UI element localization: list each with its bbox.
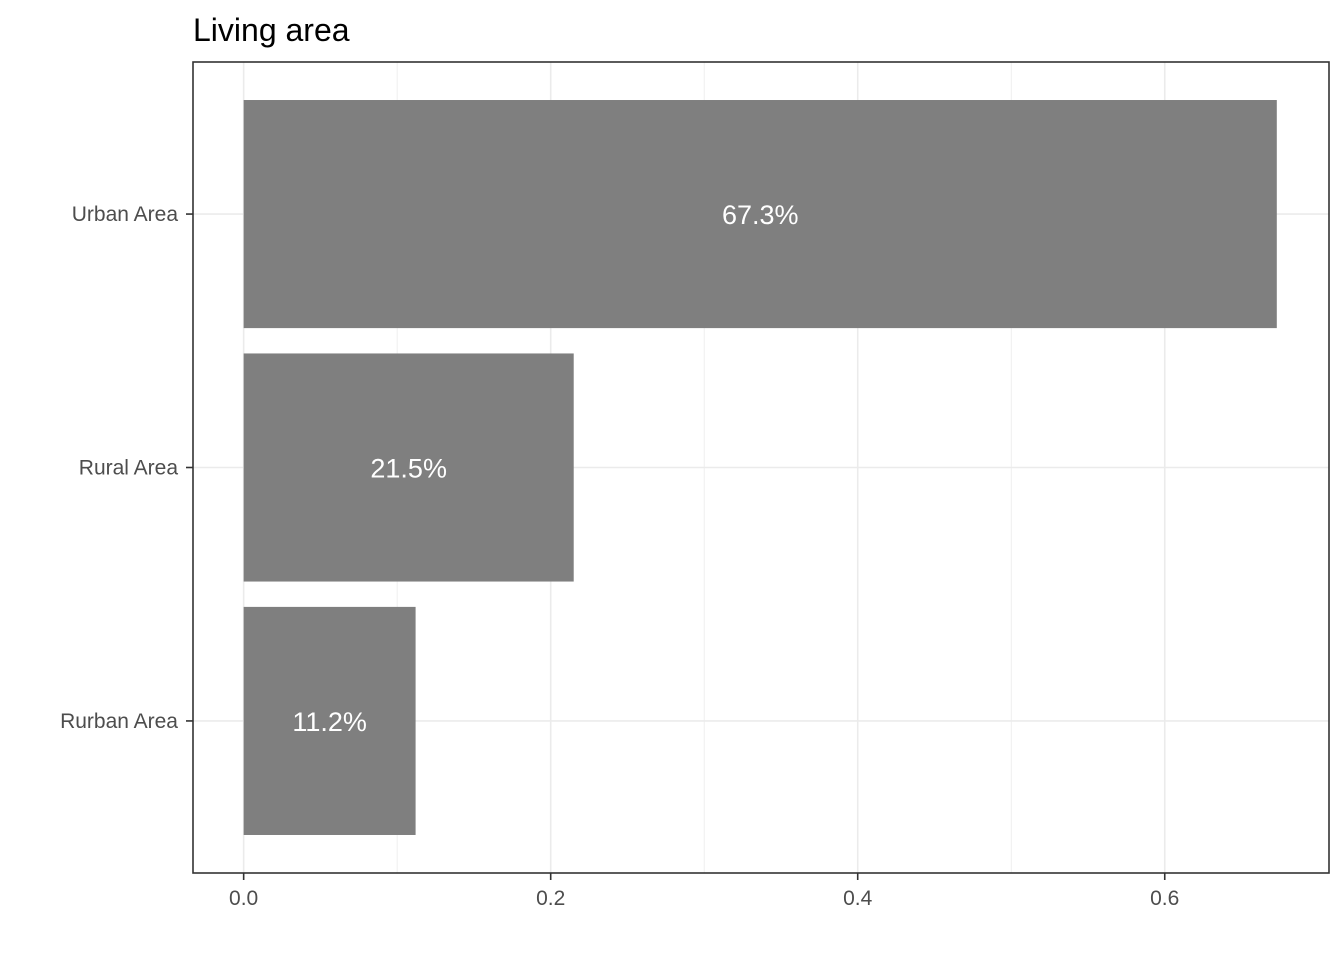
bars [243, 100, 1277, 835]
x-tick-label: 0.0 [229, 887, 258, 910]
chart-title: Living area [193, 12, 350, 48]
axes: 0.0 0.2 0.4 0.6 Urban Area Rural Area Rurban A… [60, 203, 1179, 910]
y-category-label: Urban Area [72, 203, 179, 226]
y-category-label: Rurban Area [60, 710, 178, 733]
bar [243, 353, 574, 582]
bar-data-label: 21.5% [370, 454, 447, 484]
bar-data-label: 11.2% [292, 707, 367, 737]
data-labels: 67.3% 21.5% 11.2% [292, 200, 798, 737]
x-tick-label: 0.4 [843, 887, 873, 910]
bar [243, 100, 1277, 329]
bar-data-label: 67.3% [722, 200, 799, 230]
y-category-label: Rural Area [79, 457, 179, 480]
bar [243, 606, 416, 835]
x-tick-label: 0.2 [536, 887, 565, 910]
x-tick-label: 0.6 [1150, 887, 1179, 910]
